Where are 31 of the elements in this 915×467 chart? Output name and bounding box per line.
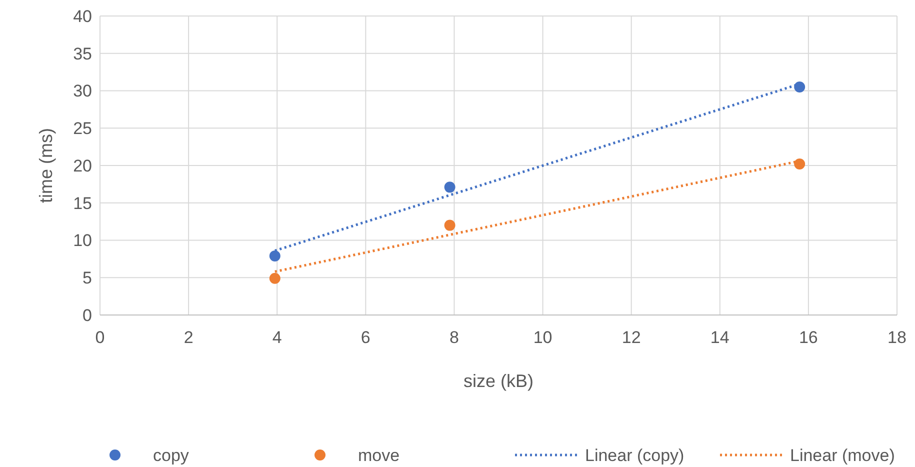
legend-label: Linear (copy) xyxy=(585,446,684,465)
y-tick-label: 40 xyxy=(73,6,92,26)
y-tick-label: 30 xyxy=(73,82,92,101)
x-tick-label: 16 xyxy=(798,328,818,347)
x-tick-label: 4 xyxy=(272,328,282,347)
x-tick-label: 2 xyxy=(184,328,194,347)
y-tick-label: 35 xyxy=(73,44,92,64)
y-tick-label: 15 xyxy=(73,194,92,213)
y-tick-label: 25 xyxy=(73,119,92,138)
x-tick-label: 8 xyxy=(449,328,459,347)
x-tick-label: 14 xyxy=(710,328,730,347)
y-tick-label: 10 xyxy=(73,231,92,250)
point xyxy=(444,220,456,231)
x-tick-label: 12 xyxy=(622,328,641,347)
point xyxy=(794,158,806,170)
point xyxy=(444,182,456,193)
legend-label: move xyxy=(358,446,400,465)
point xyxy=(269,272,280,284)
x-tick-label: 10 xyxy=(533,328,552,347)
x-tick-label: 6 xyxy=(360,328,370,347)
x-axis-title: size (kB) xyxy=(463,371,534,391)
y-tick-label: 5 xyxy=(82,268,92,288)
point xyxy=(794,82,806,93)
legend-label: copy xyxy=(153,446,190,465)
y-tick-label: 20 xyxy=(73,156,92,176)
x-tick-label: 0 xyxy=(95,328,105,347)
x-tick-label: 18 xyxy=(888,328,906,347)
y-axis-title: time (ms) xyxy=(36,128,56,203)
point xyxy=(269,250,280,262)
y-tick-label: 0 xyxy=(82,306,92,325)
legend-label: Linear (move) xyxy=(790,446,895,465)
